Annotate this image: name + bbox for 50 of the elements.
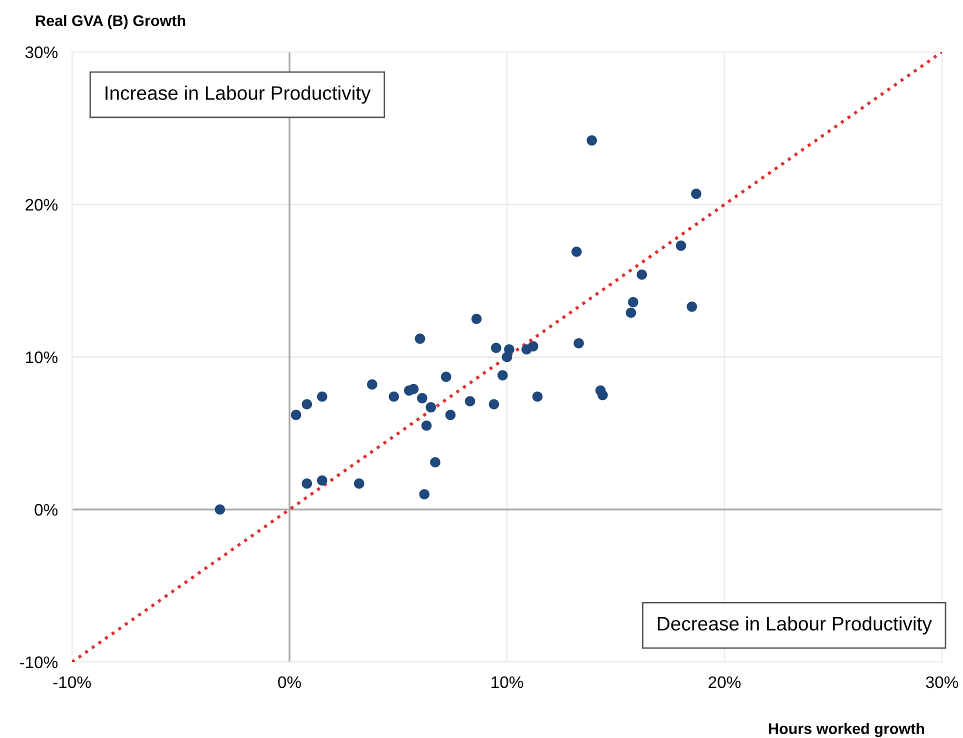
point bbox=[445, 410, 456, 420]
point bbox=[302, 478, 312, 489]
y-tick-label: 0% bbox=[34, 504, 58, 516]
y-tick-label: 20% bbox=[26, 198, 58, 211]
y-axis-title: Real GVA (B) Growth bbox=[36, 14, 186, 30]
y-tick-label: 30% bbox=[25, 46, 58, 58]
x-axis-title: Hours worked growth bbox=[769, 722, 924, 738]
point bbox=[598, 390, 608, 400]
annotation: Decrease in Labour Productivity bbox=[658, 616, 932, 634]
point bbox=[316, 392, 328, 402]
point bbox=[686, 302, 698, 312]
point bbox=[471, 314, 482, 324]
point bbox=[290, 410, 302, 420]
point bbox=[419, 489, 430, 500]
annotation: Increase in Labour Productivity bbox=[106, 86, 371, 104]
point bbox=[440, 372, 452, 382]
point bbox=[502, 352, 512, 362]
point bbox=[490, 342, 502, 353]
point bbox=[532, 392, 543, 402]
point bbox=[430, 457, 440, 468]
point bbox=[421, 420, 432, 431]
point bbox=[464, 396, 476, 406]
point bbox=[691, 188, 702, 199]
point bbox=[498, 370, 508, 380]
point bbox=[414, 334, 426, 344]
point bbox=[316, 475, 328, 486]
x-tick-label: 0% bbox=[278, 676, 301, 688]
point bbox=[367, 379, 378, 390]
y-tick-label: -10% bbox=[20, 656, 58, 668]
x-tick-label: 30% bbox=[926, 676, 958, 688]
point bbox=[417, 393, 428, 404]
point bbox=[636, 270, 647, 280]
point bbox=[354, 478, 364, 489]
point bbox=[628, 296, 638, 308]
x-tick-label: 20% bbox=[708, 676, 741, 688]
point bbox=[388, 392, 400, 402]
x-tick-label: 10% bbox=[492, 676, 524, 688]
point bbox=[408, 384, 419, 394]
point bbox=[626, 308, 636, 318]
point bbox=[488, 399, 500, 410]
x-tick-label: -10% bbox=[53, 676, 91, 688]
point bbox=[528, 341, 538, 352]
point bbox=[586, 135, 597, 146]
y-tick-label: 10% bbox=[26, 351, 58, 364]
point bbox=[426, 402, 436, 412]
point bbox=[574, 338, 584, 348]
point bbox=[676, 240, 686, 251]
point bbox=[571, 246, 582, 257]
point bbox=[214, 504, 226, 515]
point bbox=[302, 399, 312, 410]
